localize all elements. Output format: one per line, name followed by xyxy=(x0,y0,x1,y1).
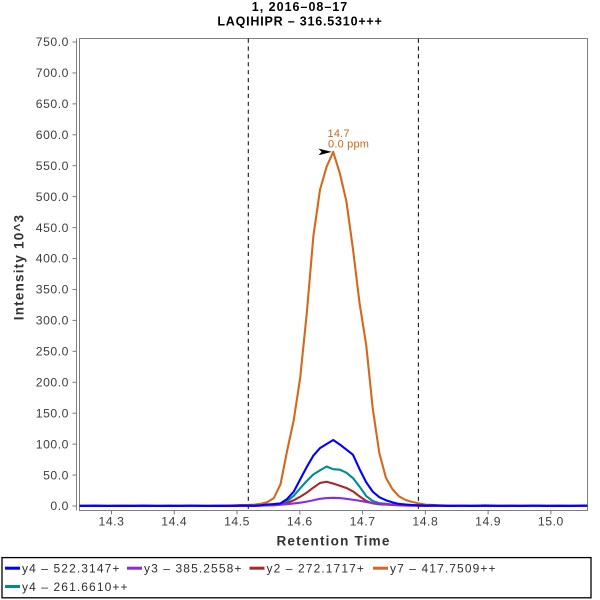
svg-text:14.3: 14.3 xyxy=(99,515,125,529)
svg-text:0.0 ppm: 0.0 ppm xyxy=(328,139,369,151)
svg-text:LAQIHIPR – 316.5310+++: LAQIHIPR – 316.5310+++ xyxy=(217,15,382,29)
svg-text:300.0: 300.0 xyxy=(36,314,69,328)
svg-text:200.0: 200.0 xyxy=(36,375,69,389)
svg-text:14.5: 14.5 xyxy=(224,515,250,529)
svg-text:250.0: 250.0 xyxy=(36,345,69,359)
svg-text:150.0: 150.0 xyxy=(36,406,69,420)
svg-text:500.0: 500.0 xyxy=(36,190,69,204)
svg-text:y4 – 522.3147+: y4 – 522.3147+ xyxy=(22,562,120,576)
svg-text:350.0: 350.0 xyxy=(36,283,69,297)
svg-text:50.0: 50.0 xyxy=(43,468,69,482)
svg-text:650.0: 650.0 xyxy=(36,97,69,111)
svg-text:14.9: 14.9 xyxy=(475,515,501,529)
svg-text:14.4: 14.4 xyxy=(161,515,187,529)
svg-text:y3 – 385.2558+: y3 – 385.2558+ xyxy=(144,562,242,576)
svg-text:Intensity 10^3: Intensity 10^3 xyxy=(12,214,27,320)
svg-text:750.0: 750.0 xyxy=(36,35,69,49)
svg-text:600.0: 600.0 xyxy=(36,128,69,142)
svg-text:100.0: 100.0 xyxy=(36,437,69,451)
svg-text:y7 – 417.7509++: y7 – 417.7509++ xyxy=(390,562,497,576)
svg-text:14.6: 14.6 xyxy=(287,515,313,529)
svg-text:0.0: 0.0 xyxy=(50,499,69,513)
svg-text:550.0: 550.0 xyxy=(36,159,69,173)
svg-text:14.7: 14.7 xyxy=(350,515,376,529)
svg-text:15.0: 15.0 xyxy=(538,515,564,529)
svg-text:14.7: 14.7 xyxy=(328,128,350,140)
svg-text:400.0: 400.0 xyxy=(36,252,69,266)
svg-text:Retention Time: Retention Time xyxy=(276,534,390,549)
svg-text:1, 2016–08–17: 1, 2016–08–17 xyxy=(252,0,348,14)
svg-text:700.0: 700.0 xyxy=(36,66,69,80)
svg-text:y4 – 261.6610++: y4 – 261.6610++ xyxy=(22,580,129,594)
svg-text:y2 – 272.1717+: y2 – 272.1717+ xyxy=(267,562,365,576)
svg-text:14.8: 14.8 xyxy=(412,515,438,529)
svg-text:450.0: 450.0 xyxy=(36,221,69,235)
